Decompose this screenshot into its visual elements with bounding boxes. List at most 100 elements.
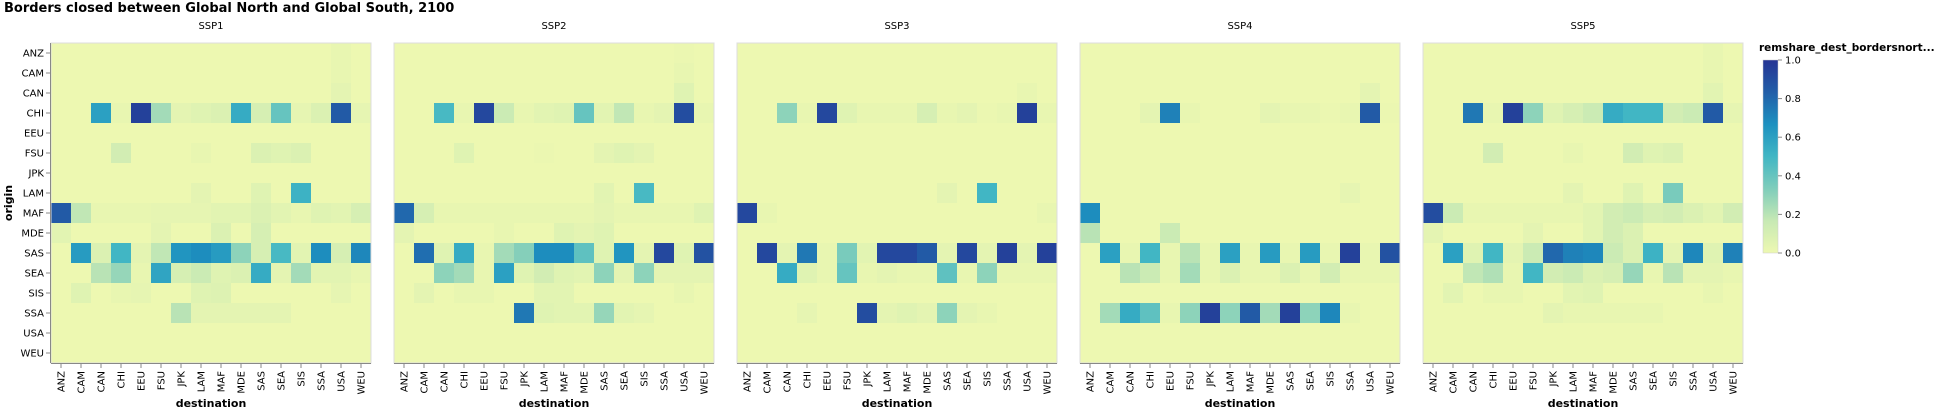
heatmap-cell <box>1523 123 1544 144</box>
heatmap-cell <box>51 163 72 184</box>
heatmap-cell <box>1160 283 1181 304</box>
heatmap-cell <box>1220 143 1241 164</box>
heatmap-cell <box>394 323 415 344</box>
heatmap-cell <box>757 123 778 144</box>
heatmap-cell <box>71 263 92 284</box>
heatmap-cell <box>474 283 495 304</box>
heatmap-cell <box>817 243 838 264</box>
heatmap-cell <box>797 163 818 184</box>
heatmap-cell <box>937 163 958 184</box>
heatmap-cell <box>1180 183 1201 204</box>
heatmap-cell <box>211 243 232 264</box>
heatmap-cell <box>1380 43 1401 64</box>
heatmap-cell <box>1340 283 1361 304</box>
heatmap-cell <box>554 143 575 164</box>
heatmap-cell <box>1523 223 1544 244</box>
heatmap-cell <box>111 63 132 84</box>
heatmap-cell <box>394 243 415 264</box>
heatmap-cell <box>1037 323 1058 344</box>
heatmap-cell <box>997 43 1018 64</box>
heatmap-cell <box>1160 223 1181 244</box>
heatmap-cell <box>1583 343 1604 364</box>
x-tick-label: SAS <box>943 371 954 391</box>
heatmap-cell <box>191 163 212 184</box>
heatmap-cell <box>937 223 958 244</box>
heatmap-cell <box>757 223 778 244</box>
heatmap-cell <box>1723 303 1744 324</box>
heatmap-cell <box>634 63 655 84</box>
heatmap-cell <box>837 83 858 104</box>
heatmap-cell <box>1017 143 1038 164</box>
heatmap-cell <box>291 43 312 64</box>
heatmap-cell <box>1503 43 1524 64</box>
heatmap-cell <box>1120 183 1141 204</box>
heatmap-cell <box>837 63 858 84</box>
heatmap-cell <box>1683 43 1704 64</box>
heatmap-cell <box>474 83 495 104</box>
heatmap-cell <box>51 343 72 364</box>
heatmap-cell <box>1423 123 1444 144</box>
heatmap-cell <box>634 163 655 184</box>
heatmap-cell <box>1240 83 1261 104</box>
x-tick-label: WEU <box>1043 371 1054 395</box>
heatmap-cell <box>614 43 635 64</box>
heatmap-cell <box>797 103 818 124</box>
heatmap-cell <box>877 83 898 104</box>
heatmap-cell <box>957 303 978 324</box>
heatmap-cell <box>877 143 898 164</box>
heatmap-cell <box>694 103 715 124</box>
heatmap-cell <box>614 263 635 284</box>
heatmap-cell <box>534 203 555 224</box>
heatmap-cell <box>454 263 475 284</box>
heatmap-cell <box>351 223 372 244</box>
x-axis-title: destination <box>519 397 590 410</box>
heatmap-cell <box>1100 263 1121 284</box>
x-tick-label: MDE <box>1609 371 1620 394</box>
heatmap-cell <box>251 223 272 244</box>
heatmap-cell <box>654 243 675 264</box>
heatmap-cell <box>1140 103 1161 124</box>
heatmap-cell <box>757 163 778 184</box>
heatmap-cell <box>1543 63 1564 84</box>
heatmap-cell <box>797 323 818 344</box>
heatmap-cell <box>1523 143 1544 164</box>
heatmap-cell <box>1643 83 1664 104</box>
heatmap-cell <box>1643 283 1664 304</box>
heatmap-cell <box>1017 243 1038 264</box>
heatmap-cell <box>111 183 132 204</box>
heatmap-cell <box>1100 343 1121 364</box>
heatmap-cell <box>1723 103 1744 124</box>
heatmap-cell <box>1140 343 1161 364</box>
heatmap-cell <box>91 263 112 284</box>
heatmap-cell <box>1703 323 1724 344</box>
heatmap-cell <box>211 223 232 244</box>
heatmap-cell <box>1543 183 1564 204</box>
heatmap-cell <box>574 103 595 124</box>
heatmap-cell <box>1280 243 1301 264</box>
x-tick-label: MDE <box>923 371 934 394</box>
heatmap-cell <box>674 123 695 144</box>
heatmap-cell <box>614 223 635 244</box>
heatmap-cell <box>1017 223 1038 244</box>
heatmap-cell <box>1180 243 1201 264</box>
heatmap-cell <box>311 63 332 84</box>
heatmap-cell <box>1360 143 1381 164</box>
heatmap-cell <box>1240 283 1261 304</box>
heatmap-cell <box>151 323 172 344</box>
heatmap-cell <box>231 303 252 324</box>
heatmap-cell <box>977 203 998 224</box>
heatmap-cell <box>1037 63 1058 84</box>
heatmap-cell <box>654 183 675 204</box>
heatmap-cell <box>1320 143 1341 164</box>
heatmap-cell <box>534 183 555 204</box>
x-tick-label: CAM <box>763 371 774 393</box>
heatmap-cell <box>1037 43 1058 64</box>
heatmap-cell <box>554 83 575 104</box>
x-tick-label: CHI <box>117 371 128 388</box>
heatmap-cell <box>797 183 818 204</box>
heatmap-cell <box>757 183 778 204</box>
heatmap-cell <box>977 163 998 184</box>
heatmap-cell <box>997 263 1018 284</box>
heatmap-cell <box>1120 243 1141 264</box>
heatmap-cell <box>917 143 938 164</box>
